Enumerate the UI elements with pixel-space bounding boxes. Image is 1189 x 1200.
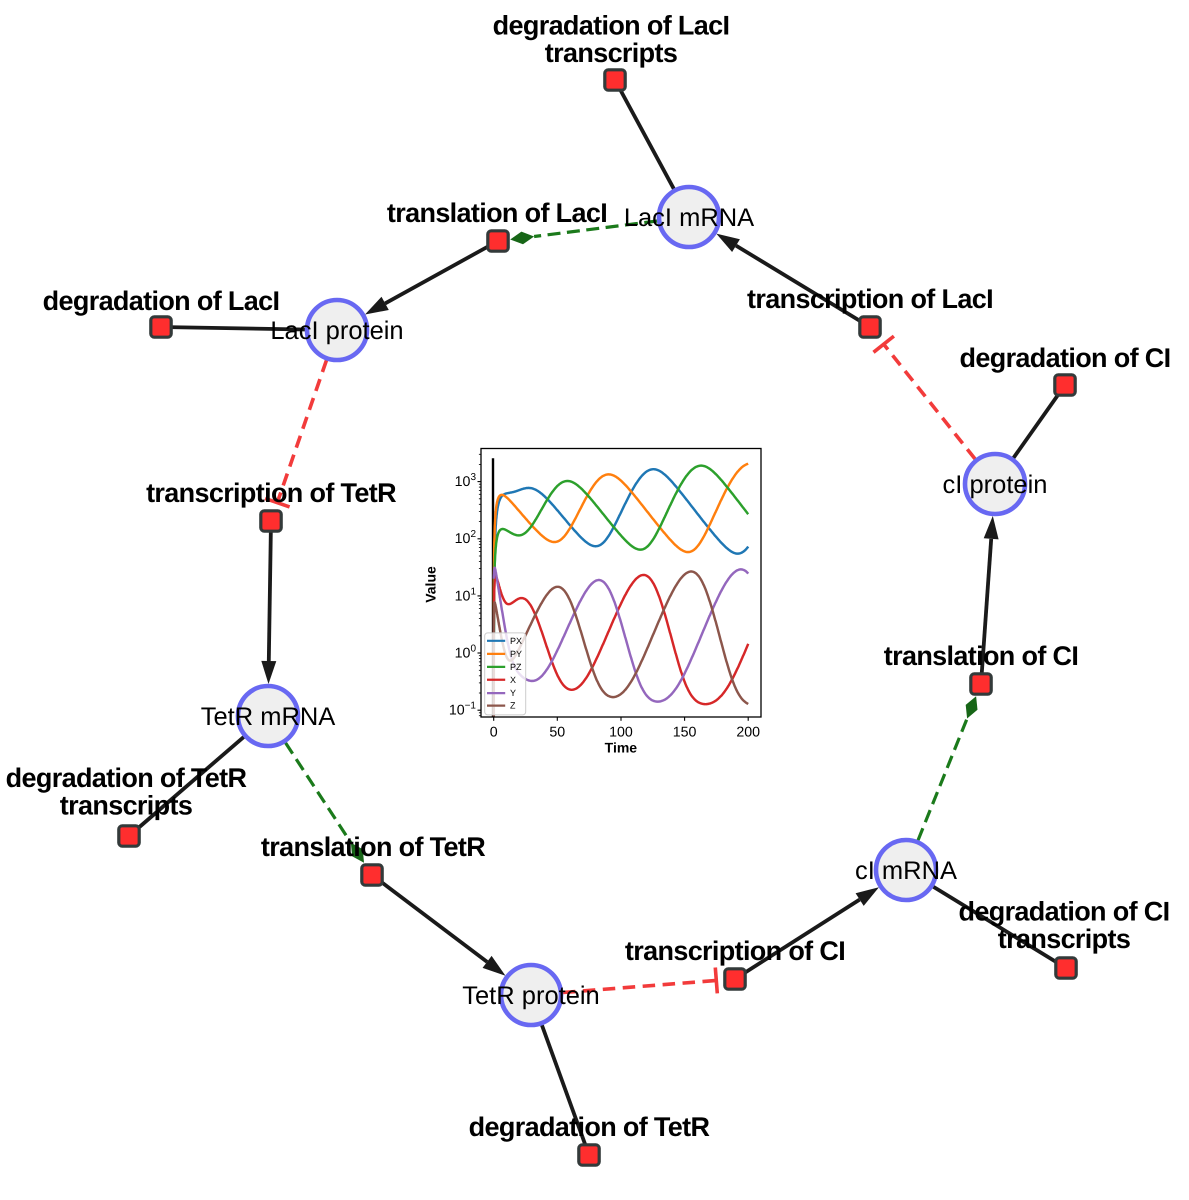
svg-text:PX: PX <box>510 636 522 646</box>
svg-text:translation of TetR: translation of TetR <box>261 832 485 862</box>
svg-text:degradation of LacI: degradation of LacI <box>43 286 280 316</box>
svg-text:103: 103 <box>455 472 477 490</box>
svg-text:degradation of TetR: degradation of TetR <box>469 1112 710 1142</box>
svg-text:transcription of LacI: transcription of LacI <box>747 284 993 314</box>
svg-text:200: 200 <box>736 725 760 741</box>
svg-text:transcripts: transcripts <box>998 924 1130 954</box>
svg-text:degradation of CI: degradation of CI <box>959 897 1170 927</box>
svg-text:PZ: PZ <box>510 662 522 672</box>
svg-text:0: 0 <box>490 725 498 741</box>
svg-text:Value: Value <box>423 566 439 603</box>
svg-text:transcripts: transcripts <box>60 791 192 821</box>
svg-text:LacI protein: LacI protein <box>270 317 403 345</box>
svg-text:cI mRNA: cI mRNA <box>855 857 957 885</box>
svg-text:10−1: 10−1 <box>449 701 477 719</box>
svg-text:TetR protein: TetR protein <box>462 982 600 1010</box>
svg-text:Time: Time <box>605 740 638 756</box>
svg-text:X: X <box>510 675 516 685</box>
svg-text:transcripts: transcripts <box>545 38 677 68</box>
svg-text:degradation of CI: degradation of CI <box>960 343 1171 373</box>
svg-text:PY: PY <box>510 649 522 659</box>
svg-text:Y: Y <box>510 688 516 698</box>
svg-text:cI protein: cI protein <box>943 471 1048 499</box>
svg-text:transcription of CI: transcription of CI <box>625 936 845 966</box>
svg-text:50: 50 <box>549 725 565 741</box>
svg-text:101: 101 <box>455 586 477 604</box>
svg-text:translation of LacI: translation of LacI <box>387 198 607 228</box>
svg-text:100: 100 <box>455 644 477 662</box>
svg-text:150: 150 <box>673 725 697 741</box>
svg-text:TetR mRNA: TetR mRNA <box>201 703 336 731</box>
svg-text:LacI mRNA: LacI mRNA <box>624 204 754 232</box>
svg-text:degradation of TetR: degradation of TetR <box>6 763 247 793</box>
svg-text:degradation of LacI: degradation of LacI <box>493 10 730 40</box>
svg-text:Z: Z <box>510 701 516 711</box>
svg-text:102: 102 <box>455 529 477 547</box>
svg-text:100: 100 <box>609 725 633 741</box>
svg-text:translation of CI: translation of CI <box>884 641 1078 671</box>
svg-text:transcription of TetR: transcription of TetR <box>146 478 396 508</box>
